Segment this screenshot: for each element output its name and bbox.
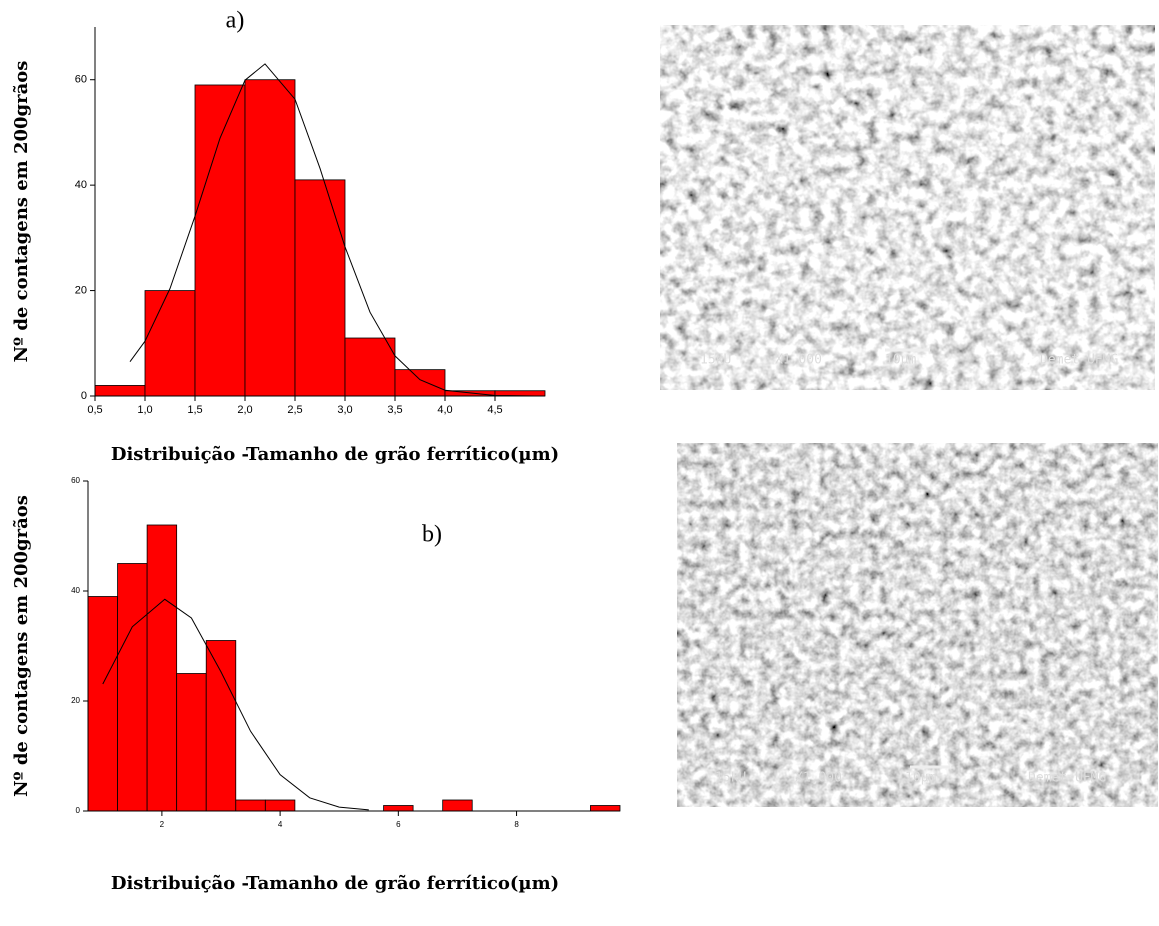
y-tick-label: 20 [71, 696, 80, 705]
micrograph: 15kU X1,000 10µm Demet UFMG [677, 443, 1158, 807]
y-tick-label: 60 [71, 476, 80, 485]
x-tick-label: 6 [396, 820, 401, 829]
x-tick-label: 8 [514, 820, 519, 829]
x-tick-label: 4 [278, 820, 283, 829]
micrograph-label: 15kU [700, 353, 731, 368]
bar [205, 640, 237, 812]
y-tick-label: 0 [81, 390, 87, 402]
x-tick-label: 0,5 [87, 404, 102, 416]
chart-title: b) [422, 522, 442, 548]
micrograph-texture [660, 25, 1155, 390]
y-tick-label: 60 [75, 74, 87, 86]
bar [117, 563, 148, 812]
bar [444, 390, 496, 397]
micrograph-texture [677, 443, 1158, 807]
bar [294, 179, 346, 397]
y-tick-label: 0 [76, 806, 81, 815]
fit-curve [102, 598, 369, 811]
bar [146, 524, 178, 812]
fit-curve [129, 63, 536, 397]
x-tick-label: 4,5 [487, 404, 502, 416]
micrograph-label: X1,000 [775, 353, 822, 368]
x-tick-label: 3,0 [337, 404, 352, 416]
bar [344, 337, 396, 397]
y-tick-label: 40 [71, 586, 80, 595]
micrograph-label: 10µm [885, 353, 916, 368]
chart-title: a) [226, 8, 245, 34]
bar [244, 79, 296, 397]
x-tick-label: 2,5 [287, 404, 302, 416]
x-tick-label: 2,0 [237, 404, 252, 416]
micrograph: 15kU X1,000 10µm Demet UFMG [660, 25, 1155, 390]
bar [176, 673, 207, 812]
bar [442, 799, 473, 812]
micrograph-label: 10µm [905, 771, 936, 786]
x-tick-label: 3,5 [387, 404, 402, 416]
x-axis-label: Distribuição -Tamanho de grão ferrítico(… [111, 444, 559, 465]
micrograph-label: X1,000 [795, 771, 842, 786]
bar [383, 805, 414, 812]
bar [144, 290, 196, 397]
x-tick-label: 1,5 [187, 404, 202, 416]
bar [87, 596, 118, 812]
y-tick-label: 40 [75, 179, 87, 191]
x-tick-label: 2 [160, 820, 165, 829]
x-axis-label: Distribuição -Tamanho de grão ferrítico(… [111, 873, 559, 894]
x-tick-label: 1,0 [137, 404, 152, 416]
y-axis-label: Nº de contagens em 200grãos [11, 61, 32, 363]
bar [194, 84, 246, 397]
bar [590, 805, 621, 812]
bar [394, 369, 446, 397]
bar [94, 385, 146, 397]
y-tick-label: 20 [75, 284, 87, 296]
y-axis-label: Nº de contagens em 200grãos [11, 495, 32, 797]
bar [235, 799, 266, 812]
micrograph-label: 15kU [715, 771, 746, 786]
micrograph-label: Demet UFMG [1028, 771, 1106, 786]
x-tick-label: 4,0 [437, 404, 452, 416]
bar [264, 799, 296, 812]
micrograph-label: Demet UFMG [1040, 353, 1118, 368]
